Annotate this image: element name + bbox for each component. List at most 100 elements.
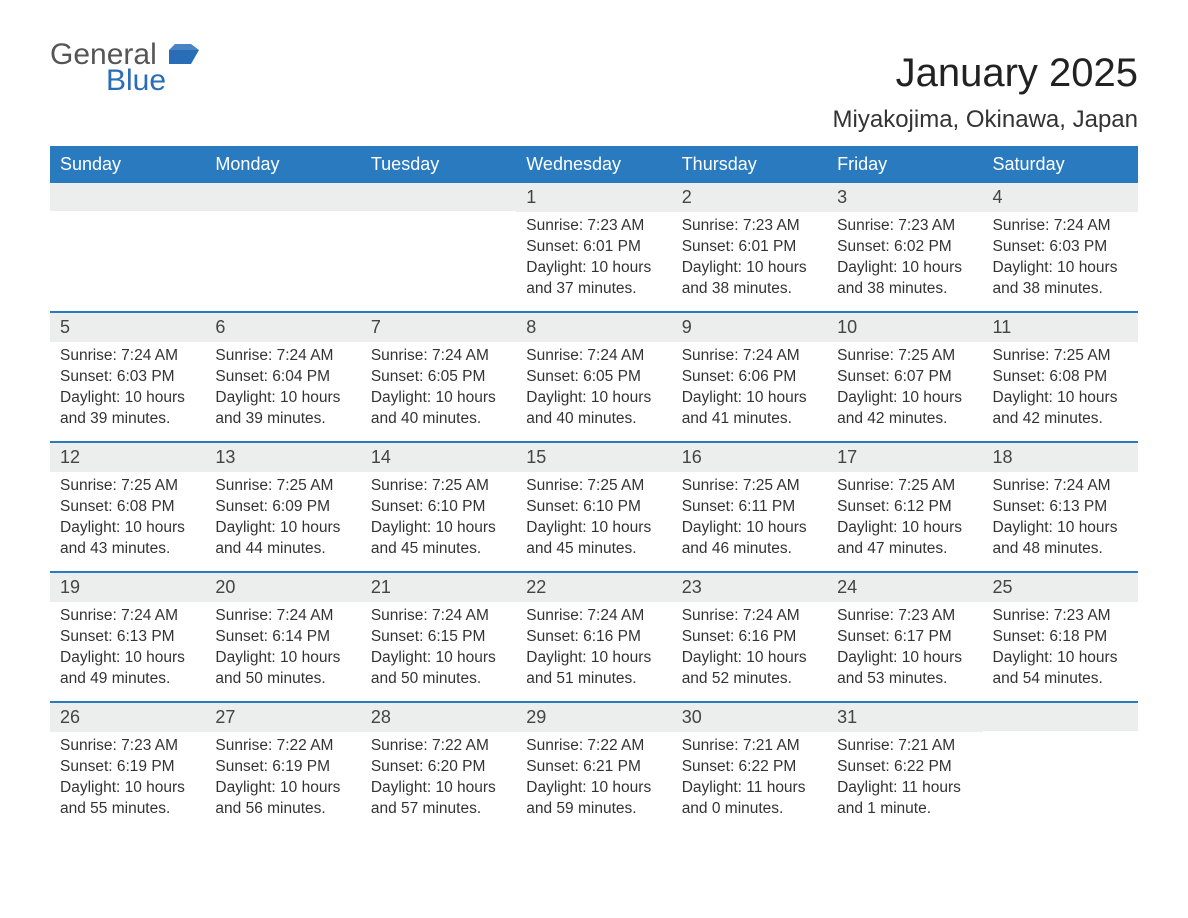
day-line: Sunset: 6:04 PM (215, 367, 350, 388)
day-number: 3 (827, 183, 982, 212)
calendar-day: 25Sunrise: 7:23 AMSunset: 6:18 PMDayligh… (983, 573, 1138, 701)
day-line: Sunrise: 7:23 AM (837, 606, 972, 627)
calendar-day: 28Sunrise: 7:22 AMSunset: 6:20 PMDayligh… (361, 703, 516, 831)
day-line: Daylight: 10 hours (371, 778, 506, 799)
day-line: and 42 minutes. (993, 409, 1128, 430)
brand-logo: General Blue (50, 40, 199, 96)
calendar-body: 1Sunrise: 7:23 AMSunset: 6:01 PMDaylight… (50, 183, 1138, 831)
day-number: 13 (205, 443, 360, 472)
day-line: Sunrise: 7:25 AM (371, 476, 506, 497)
day-line: and 0 minutes. (682, 799, 817, 820)
day-line: Sunset: 6:06 PM (682, 367, 817, 388)
day-number: 18 (983, 443, 1138, 472)
day-line: Daylight: 10 hours (682, 648, 817, 669)
day-number: 12 (50, 443, 205, 472)
day-line: and 55 minutes. (60, 799, 195, 820)
day-number: 8 (516, 313, 671, 342)
header-wednesday: Wednesday (516, 146, 671, 183)
day-line: Sunset: 6:08 PM (60, 497, 195, 518)
day-line: Daylight: 10 hours (837, 258, 972, 279)
calendar-day (205, 183, 360, 311)
day-line: and 47 minutes. (837, 539, 972, 560)
day-line: Daylight: 10 hours (993, 648, 1128, 669)
header-sunday: Sunday (50, 146, 205, 183)
day-line: and 50 minutes. (215, 669, 350, 690)
brand-logo-text: General Blue (50, 40, 199, 96)
calendar-day: 13Sunrise: 7:25 AMSunset: 6:09 PMDayligh… (205, 443, 360, 571)
day-number: 21 (361, 573, 516, 602)
day-body: Sunrise: 7:24 AMSunset: 6:03 PMDaylight:… (983, 212, 1138, 310)
calendar-day (983, 703, 1138, 831)
day-number: 31 (827, 703, 982, 732)
calendar-day: 6Sunrise: 7:24 AMSunset: 6:04 PMDaylight… (205, 313, 360, 441)
day-line: Sunrise: 7:24 AM (371, 346, 506, 367)
day-line: and 1 minute. (837, 799, 972, 820)
day-body: Sunrise: 7:22 AMSunset: 6:21 PMDaylight:… (516, 732, 671, 830)
day-line: Sunset: 6:07 PM (837, 367, 972, 388)
calendar-day: 24Sunrise: 7:23 AMSunset: 6:17 PMDayligh… (827, 573, 982, 701)
day-body: Sunrise: 7:24 AMSunset: 6:05 PMDaylight:… (361, 342, 516, 440)
calendar-week: 12 Sunrise: 7:25 AM Sunset: 6:08 PM Dayligh… (50, 441, 1138, 571)
day-line: Sunset: 6:11 PM (682, 497, 817, 518)
day-line: Sunrise: 7:22 AM (526, 736, 661, 757)
header-monday: Monday (205, 146, 360, 183)
day-line: Sunrise: 7:24 AM (215, 346, 350, 367)
day-number: 28 (361, 703, 516, 732)
day-body: Sunrise: 7:25 AMSunset: 6:08 PMDaylight:… (983, 342, 1138, 440)
header-saturday: Saturday (983, 146, 1138, 183)
day-line: Sunrise: 7:24 AM (682, 346, 817, 367)
day-line: Sunset: 6:15 PM (371, 627, 506, 648)
day-line: Daylight: 10 hours (682, 518, 817, 539)
day-body: Sunrise: 7:25 AMSunset: 6:09 PMDaylight:… (205, 472, 360, 570)
calendar-day (50, 183, 205, 311)
day-line: Sunset: 6:20 PM (371, 757, 506, 778)
day-body (983, 731, 1138, 745)
calendar-week: 26Sunrise: 7:23 AMSunset: 6:19 PMDayligh… (50, 701, 1138, 831)
calendar-week: 5Sunrise: 7:24 AMSunset: 6:03 PMDaylight… (50, 311, 1138, 441)
day-body (205, 211, 360, 225)
day-line: and 49 minutes. (60, 669, 195, 690)
day-line: Sunrise: 7:24 AM (60, 606, 195, 627)
day-number: 29 (516, 703, 671, 732)
day-body: Sunrise: 7:21 AMSunset: 6:22 PMDaylight:… (827, 732, 982, 830)
day-line: Daylight: 10 hours (993, 518, 1128, 539)
day-line: Daylight: 10 hours (837, 648, 972, 669)
calendar-day: 10Sunrise: 7:25 AMSunset: 6:07 PMDayligh… (827, 313, 982, 441)
day-line: and 57 minutes. (371, 799, 506, 820)
day-line: and 42 minutes. (837, 409, 972, 430)
day-line: and 59 minutes. (526, 799, 661, 820)
day-line: and 38 minutes. (837, 279, 972, 300)
calendar-day: 21Sunrise: 7:24 AMSunset: 6:15 PMDayligh… (361, 573, 516, 701)
day-number (983, 703, 1138, 731)
day-line: Daylight: 10 hours (993, 258, 1128, 279)
day-number: 14 (361, 443, 516, 472)
day-body: Sunrise: 7:25 AMSunset: 6:07 PMDaylight:… (827, 342, 982, 440)
day-number: 6 (205, 313, 360, 342)
day-number: 17 (827, 443, 982, 472)
calendar: Sunday Monday Tuesday Wednesday Thursday… (50, 146, 1138, 831)
day-line: Sunset: 6:16 PM (526, 627, 661, 648)
day-line: Sunrise: 7:22 AM (215, 736, 350, 757)
day-body: Sunrise: 7:24 AMSunset: 6:06 PMDaylight:… (672, 342, 827, 440)
day-line: Sunset: 6:01 PM (682, 237, 817, 258)
day-line: Sunset: 6:01 PM (526, 237, 661, 258)
day-line: Daylight: 10 hours (215, 778, 350, 799)
calendar-day: 8Sunrise: 7:24 AMSunset: 6:05 PMDaylight… (516, 313, 671, 441)
day-line: Daylight: 10 hours (526, 518, 661, 539)
day-line: Sunrise: 7:23 AM (682, 216, 817, 237)
day-number: 16 (672, 443, 827, 472)
day-number: 20 (205, 573, 360, 602)
day-line: and 46 minutes. (682, 539, 817, 560)
day-line: and 41 minutes. (682, 409, 817, 430)
calendar-week: 19Sunrise: 7:24 AMSunset: 6:13 PMDayligh… (50, 571, 1138, 701)
day-line: Sunrise: 7:24 AM (993, 216, 1128, 237)
calendar-day: 20Sunrise: 7:24 AMSunset: 6:14 PMDayligh… (205, 573, 360, 701)
calendar-day: 23Sunrise: 7:24 AMSunset: 6:16 PMDayligh… (672, 573, 827, 701)
day-line: and 52 minutes. (682, 669, 817, 690)
day-line: Sunrise: 7:21 AM (682, 736, 817, 757)
day-number: 10 (827, 313, 982, 342)
day-line: and 39 minutes. (60, 409, 195, 430)
day-line: Daylight: 10 hours (371, 648, 506, 669)
calendar-day: 18Sunrise: 7:24 AMSunset: 6:13 PMDayligh… (983, 443, 1138, 571)
day-line: Sunrise: 7:25 AM (526, 476, 661, 497)
